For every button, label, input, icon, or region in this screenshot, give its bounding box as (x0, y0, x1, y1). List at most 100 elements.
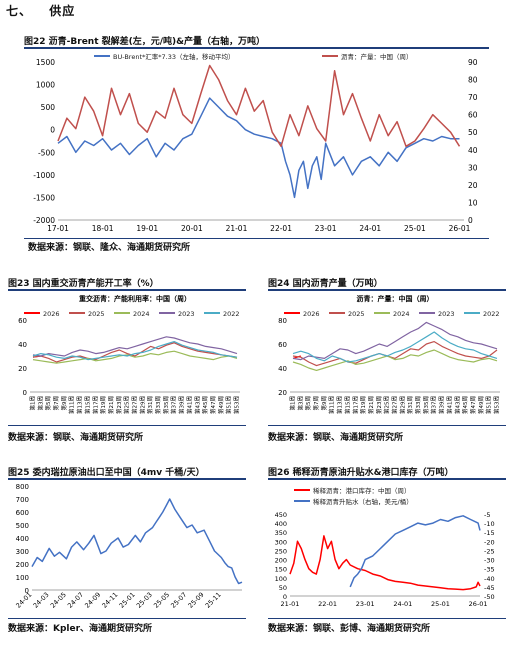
figure-26-source: 数据来源：钢联、彭博、海通期货研究所 (268, 624, 431, 634)
chart-23-xtick: 第53周 (233, 396, 241, 414)
figure-22-source: 数据来源：钢联、隆众、海通期货研究所 (28, 243, 191, 253)
chart-22-ytick-left: 1500 (36, 58, 55, 67)
chart-24-xtick: 第27周 (391, 396, 399, 414)
chart-23-xtick: 第31周 (146, 396, 154, 414)
chart-26-ytick-right: -10 (484, 520, 495, 528)
chart-23-xtick: 第35周 (162, 396, 170, 414)
chart-23-xtick: 第13周 (76, 396, 84, 414)
figure-23-top-rule (8, 289, 246, 291)
chart-23: 重交沥青：产能利用率：中国（周） 2026 2025 2024 2023 2022 0 20 4… (18, 294, 241, 414)
chart-24-xtick: 第35周 (422, 396, 430, 414)
chart-23-xtick: 第43周 (193, 396, 201, 414)
chart-24-xtick: 第31周 (406, 396, 414, 414)
chart-26-ytick-left: 50 (279, 584, 287, 592)
chart-24-legend-4-label: 2023 (438, 310, 455, 318)
chart-24-xtick: 第7周 (312, 396, 320, 411)
chart-23-xtick: 第33周 (154, 396, 162, 414)
chart-25-xtick: 25-01 (118, 591, 137, 610)
chart-23-xtick: 第15周 (83, 396, 91, 414)
chart-26-ytick-right: -20 (484, 538, 495, 546)
chart-22-xtick: 25-01 (404, 224, 426, 233)
chart-22-ytick-left: 0 (50, 126, 55, 135)
chart-22-series-1 (57, 97, 460, 199)
chart-24-xtick: 第13周 (336, 396, 344, 414)
chart-24-xtick: 第23周 (375, 396, 383, 414)
chart-25-xtick: 25-03 (135, 591, 154, 610)
chart-24-title: 沥青：产量：中国（周） (357, 294, 434, 303)
chart-26-ytick-left: 350 (275, 529, 287, 537)
chart-26-ytick-right: -15 (484, 529, 495, 537)
chart-26-xtick: 24-01 (393, 600, 412, 608)
chart-22-ytick-right: 10 (468, 198, 478, 207)
chart-25-ytick: 500 (16, 522, 29, 530)
chart-23-ytick: 40 (18, 341, 27, 349)
chart-26-series-2 (349, 515, 481, 588)
figure-23-title: 图23 国内重交沥青产能开工率（%） (8, 279, 159, 289)
chart-22-xtick: 17-01 (47, 224, 69, 233)
chart-22-ytick-left: -2000 (33, 216, 55, 225)
chart-24-xtick: 第47周 (469, 396, 477, 414)
chart-24-legend-2-label: 2025 (348, 310, 365, 318)
chart-26-xtick: 23-01 (356, 600, 375, 608)
chart-23-legend-2-label: 2025 (88, 310, 105, 318)
chart-24-series-5 (292, 331, 498, 363)
chart-23-xtick: 第39周 (178, 396, 186, 414)
chart-22-ytick-right: 50 (468, 128, 478, 137)
chart-25-ytick: 0 (25, 587, 29, 595)
chart-26-xtick: 26-01 (469, 600, 488, 608)
chart-23-xtick: 第3周 (36, 396, 44, 411)
chart-23-xtick: 第41周 (185, 396, 193, 414)
chart-24-xtick: 第39周 (438, 396, 446, 414)
chart-24-series-3 (292, 349, 498, 372)
chart-26-ytick-right: -5 (484, 511, 490, 519)
chart-23-xtick: 第45周 (201, 396, 209, 414)
chart-22-ytick-right: 20 (468, 181, 478, 190)
chart-23-xtick: 第37周 (170, 396, 178, 414)
chart-23-xtick: 第17周 (91, 396, 99, 414)
chart-24-xtick: 第37周 (430, 396, 438, 414)
chart-24-xtick: 第5周 (304, 396, 312, 411)
chart-23-series-5 (32, 340, 238, 361)
chart-23-ytick: 60 (18, 317, 27, 325)
chart-26-ytick-left: 450 (275, 511, 287, 519)
chart-24-xtick: 第43周 (453, 396, 461, 414)
chart-25: 0 100 200 300 400 500 600 700 800 24-0124-0324-05… (14, 483, 243, 610)
chart-24-xtick: 第53周 (493, 396, 501, 414)
chart-24-ytick: 60 (278, 341, 287, 349)
chart-23-xtick: 第29周 (138, 396, 146, 414)
figure-23-bottom-rule (8, 425, 246, 426)
figure-24-source: 数据来源：钢联、海通期货研究所 (268, 433, 404, 443)
chart-24-xtick: 第41周 (445, 396, 453, 414)
chart-25-xtick: 25-07 (169, 591, 188, 610)
chart-24-xtick: 第49周 (477, 396, 485, 414)
chart-24-xtick: 第11周 (328, 396, 336, 414)
chart-26-ytick-left: 0 (283, 593, 287, 601)
figure-26-title: 图26 稀释沥青原油升贴水&港口库存（万吨） (268, 468, 454, 478)
chart-26-legend-1-label: 稀释沥青：港口库存：中国（周） (313, 486, 411, 495)
chart-25-xtick: 24-05 (49, 591, 68, 610)
chart-22: -2000 -1500 -1000 -500 0 500 1000 1500 0 10 20 30 40… (33, 52, 478, 233)
chart-26-ytick-right: -40 (484, 575, 495, 583)
section-number: 七、 (6, 4, 33, 18)
chart-22-ytick-right: 80 (468, 76, 478, 85)
chart-26-ytick-left: 300 (275, 538, 287, 546)
chart-23-legend-1-label: 2026 (43, 310, 60, 318)
chart-24-xtick: 第17周 (351, 396, 359, 414)
chart-24-ytick: 40 (278, 365, 287, 373)
chart-26-ytick-left: 100 (275, 575, 287, 583)
chart-22-xtick: 20-01 (181, 224, 203, 233)
chart-25-xtick: 25-11 (204, 591, 223, 610)
section-heading: 七、 供应 (6, 2, 75, 19)
chart-22-ytick-right: 40 (468, 146, 478, 155)
chart-25-ytick: 200 (16, 561, 29, 569)
chart-25-ytick: 400 (16, 535, 29, 543)
chart-22-legend-1-label: BU-Brent*汇率*7.33（左轴，移动平均） (113, 52, 234, 61)
figure-26-bottom-rule (268, 618, 506, 619)
figure-22-bottom-rule (24, 238, 489, 239)
chart-23-xtick: 第47周 (209, 396, 217, 414)
chart-22-xtick: 24-01 (359, 224, 381, 233)
chart-24-xtick: 第15周 (343, 396, 351, 414)
chart-25-ytick: 700 (16, 496, 29, 504)
chart-23-ytick: 0 (23, 389, 27, 397)
